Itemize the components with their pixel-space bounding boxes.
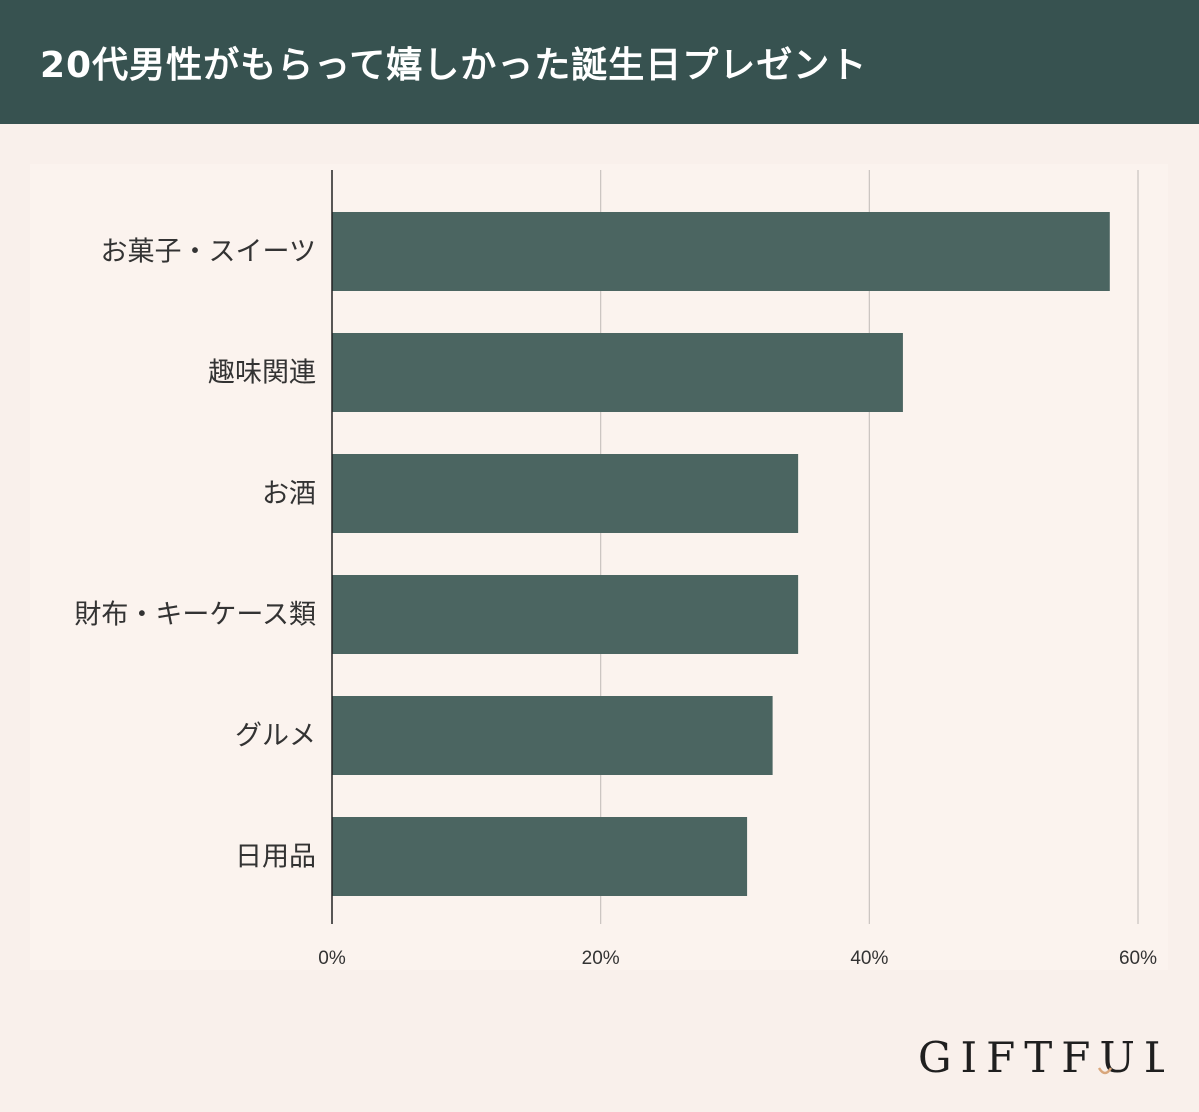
- bar-1: [332, 212, 1110, 291]
- category-label-1: お菓子・スイーツ: [101, 237, 316, 268]
- bar-2: [332, 333, 903, 412]
- category-label-6: 日用品: [235, 842, 316, 873]
- x-tick-label-0: 0%: [318, 948, 346, 969]
- brand-name: GIFTFUL: [918, 1033, 1164, 1080]
- brand-logo: GIFTFUL: [918, 1033, 1164, 1080]
- bar-4: [332, 575, 799, 654]
- category-label-2: 趣味関連: [208, 358, 316, 389]
- brand-accent-mark: [1097, 1067, 1113, 1075]
- bar-6: [332, 817, 748, 896]
- x-tick-label-20: 20%: [582, 948, 620, 969]
- category-label-3: お酒: [262, 479, 316, 510]
- page-title: 20代男性がもらって嬉しかった誕生日プレゼント: [40, 45, 868, 86]
- bar-5: [332, 696, 773, 775]
- x-tick-label-60: 60%: [1119, 948, 1157, 969]
- bar-3: [332, 454, 799, 533]
- header-bar: 20代男性がもらって嬉しかった誕生日プレゼント: [0, 0, 1199, 124]
- x-tick-label-40: 40%: [850, 948, 888, 969]
- category-label-5: グルメ: [235, 721, 316, 752]
- category-label-4: 財布・キーケース類: [74, 600, 316, 631]
- chart-panel: お菓子・スイーツ趣味関連お酒財布・キーケース類グルメ日用品 0% 20% 40% 60%: [30, 164, 1168, 970]
